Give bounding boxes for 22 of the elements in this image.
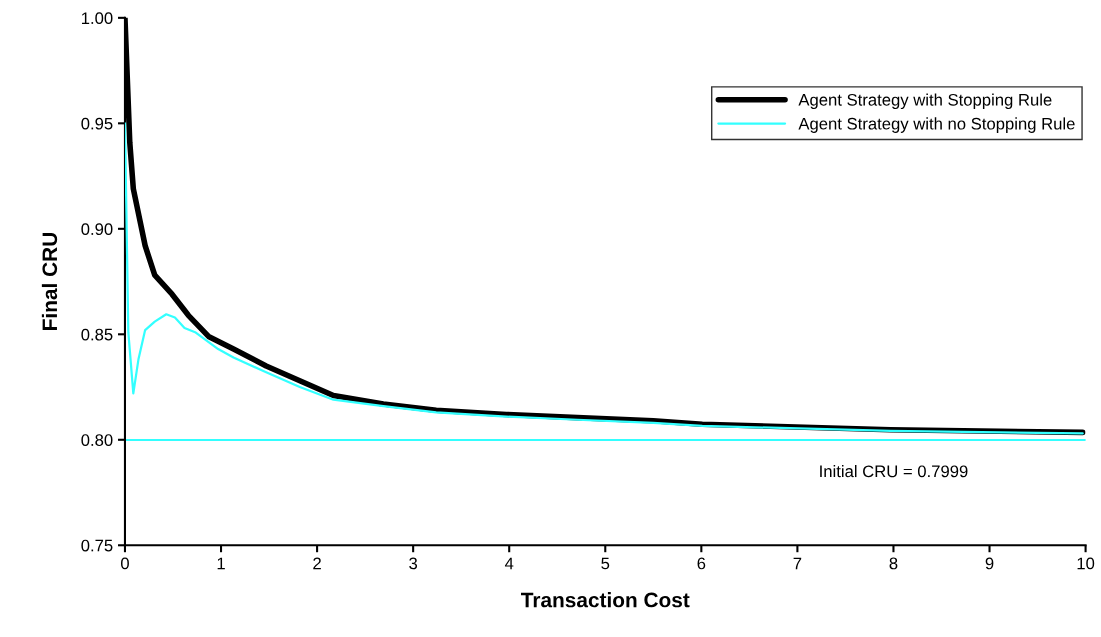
x-tick-label: 7 [793,557,802,570]
x-tick-label: 10 [1077,557,1095,570]
x-tick-label: 5 [601,557,610,570]
x-tick-label: 8 [889,557,898,570]
legend-label: Agent Strategy with Stopping Rule [798,93,1052,110]
y-tick-label: 0.75 [81,539,113,552]
x-tick-label: 4 [504,557,514,570]
y-tick-label: 0.80 [81,434,113,446]
x-tick-label: 3 [409,557,418,570]
x-tick-label: 1 [217,557,225,570]
x-tick-label: 0 [120,557,129,570]
y-tick-label: 0.85 [81,328,113,341]
y-tick-label: 0.90 [81,223,113,236]
legend-label: Agent Strategy with no Stopping Rule [798,117,1075,133]
x-tick-label: 9 [985,557,994,570]
y-tick-label: 0.95 [81,117,113,130]
y-axis-title: Final CRU [41,233,58,330]
x-tick-label: 6 [697,557,706,570]
x-axis-title: Transaction Cost [521,592,690,608]
x-tick-label: 2 [313,557,321,570]
ref-line-label: Initial CRU = 0.7999 [820,465,968,478]
y-tick-label: 1.00 [81,12,113,25]
